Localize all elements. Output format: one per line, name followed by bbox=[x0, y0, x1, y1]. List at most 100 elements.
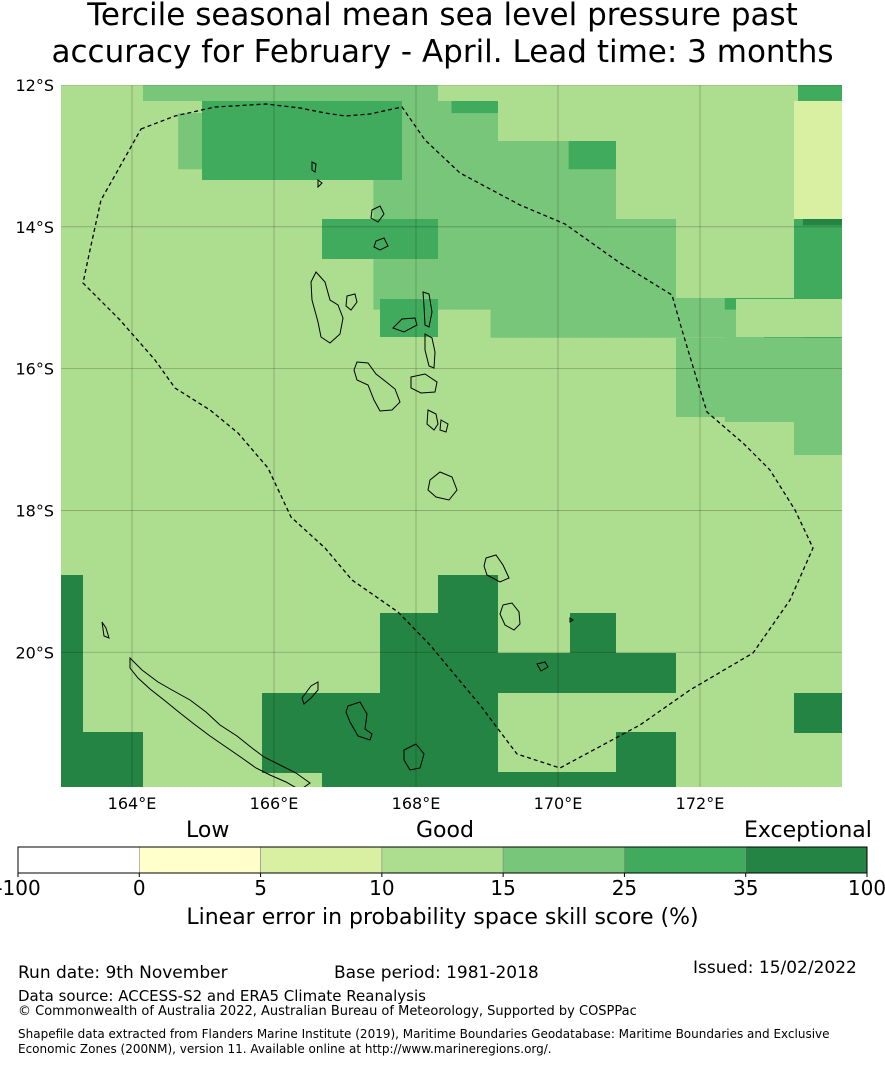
skill-cell bbox=[217, 562, 257, 592]
footer-data-source: Data source: ACCESS-S2 and ERA5 Climate … bbox=[18, 987, 426, 1005]
skill-cell bbox=[139, 534, 179, 563]
skill-cell bbox=[139, 702, 179, 732]
longitude-tick-labels: 164°E 166°E 168°E 170°E 172°E bbox=[108, 794, 725, 813]
skill-cell bbox=[373, 337, 414, 367]
skill-cell bbox=[334, 646, 374, 676]
colorbar-swatch bbox=[502, 846, 625, 874]
skill-cell bbox=[568, 253, 609, 283]
latitude-tick-label: 14°S bbox=[15, 218, 54, 237]
skill-cell bbox=[529, 590, 570, 620]
skill-cell bbox=[490, 309, 531, 339]
skill-cell bbox=[100, 225, 140, 255]
skill-cell bbox=[178, 421, 218, 451]
skill-cell bbox=[256, 225, 296, 255]
skill-cell bbox=[802, 253, 842, 283]
skill-cell bbox=[794, 693, 842, 733]
skill-cell bbox=[334, 534, 374, 563]
skill-cell bbox=[100, 85, 140, 114]
skill-cell bbox=[646, 478, 687, 507]
skill-cell bbox=[568, 169, 609, 198]
colorbar-swatch bbox=[260, 846, 383, 874]
skill-cell bbox=[568, 281, 609, 311]
skill-cell bbox=[100, 309, 140, 339]
footer-base-period: Base period: 1981-2018 bbox=[334, 963, 539, 983]
skill-cell bbox=[139, 730, 179, 760]
longitude-tick-label: 172°E bbox=[676, 794, 725, 813]
skill-cell bbox=[217, 618, 257, 648]
island-torres-2 bbox=[317, 179, 323, 189]
skill-cell bbox=[802, 562, 842, 592]
skill-cell bbox=[607, 562, 648, 592]
skill-cell bbox=[100, 506, 140, 535]
skill-cell bbox=[256, 393, 296, 423]
skill-cell bbox=[61, 281, 101, 311]
island-ambae bbox=[392, 317, 418, 333]
colorbar-tick-label: 10 bbox=[369, 876, 394, 900]
skill-cell bbox=[100, 141, 140, 170]
skill-cell bbox=[529, 253, 570, 283]
skill-cell bbox=[490, 534, 531, 563]
skill-cell bbox=[724, 534, 765, 563]
skill-cell bbox=[178, 534, 218, 563]
skill-cell bbox=[100, 674, 140, 704]
island-mare bbox=[403, 743, 425, 771]
skill-cell bbox=[178, 225, 218, 255]
skill-cell bbox=[685, 534, 726, 563]
skill-cell bbox=[529, 478, 570, 507]
skill-cell bbox=[217, 365, 257, 395]
skill-cell bbox=[529, 225, 570, 255]
island-maewo bbox=[422, 291, 433, 328]
skill-cell bbox=[143, 85, 438, 101]
skill-cell bbox=[568, 393, 609, 423]
colorbar-swatch bbox=[138, 846, 261, 874]
skill-cell bbox=[412, 421, 453, 451]
skill-cell bbox=[685, 730, 726, 760]
skill-cell bbox=[202, 101, 402, 180]
skill-cell bbox=[412, 141, 453, 170]
skill-cell bbox=[724, 646, 765, 676]
skill-cell bbox=[295, 450, 335, 479]
island-belep bbox=[101, 621, 110, 639]
skill-cell bbox=[529, 506, 570, 535]
skill-cell bbox=[685, 646, 726, 676]
skill-cell bbox=[139, 169, 179, 198]
skill-cell bbox=[412, 393, 453, 423]
skill-cell bbox=[568, 730, 609, 760]
skill-cell bbox=[451, 141, 492, 170]
skill-cell bbox=[61, 393, 101, 423]
skill-cell bbox=[568, 365, 609, 395]
skill-cell bbox=[178, 478, 218, 507]
colorbar-category-low: Low bbox=[186, 818, 230, 843]
skill-cell bbox=[295, 393, 335, 423]
skill-cell bbox=[139, 478, 179, 507]
skill-cell bbox=[490, 478, 531, 507]
skill-cell bbox=[83, 732, 143, 787]
colorbar-swatch bbox=[381, 846, 504, 874]
longitude-tick-label: 164°E bbox=[108, 794, 157, 813]
skill-cell bbox=[676, 338, 842, 417]
skill-cell bbox=[568, 225, 609, 255]
skill-cell bbox=[256, 421, 296, 451]
skill-cell bbox=[100, 646, 140, 676]
skill-cell bbox=[100, 534, 140, 563]
skill-cell bbox=[178, 758, 218, 787]
skill-cell bbox=[451, 478, 492, 507]
skill-cell bbox=[802, 618, 842, 648]
skill-cell bbox=[802, 534, 842, 563]
island-efate bbox=[427, 471, 458, 501]
skill-cell bbox=[217, 702, 257, 732]
skill-cell bbox=[100, 365, 140, 395]
skill-cell bbox=[380, 613, 498, 787]
skill-cell bbox=[61, 113, 101, 142]
island-tanna bbox=[499, 602, 521, 631]
skill-cell bbox=[607, 506, 648, 535]
coastlines bbox=[101, 161, 574, 787]
island-pentecost bbox=[424, 333, 436, 369]
skill-cell bbox=[498, 101, 794, 141]
skill-cell bbox=[61, 365, 101, 395]
island-malekula bbox=[353, 361, 401, 412]
skill-cell bbox=[568, 478, 609, 507]
island-espiritu-santo bbox=[310, 271, 344, 344]
skill-cell bbox=[451, 281, 492, 311]
